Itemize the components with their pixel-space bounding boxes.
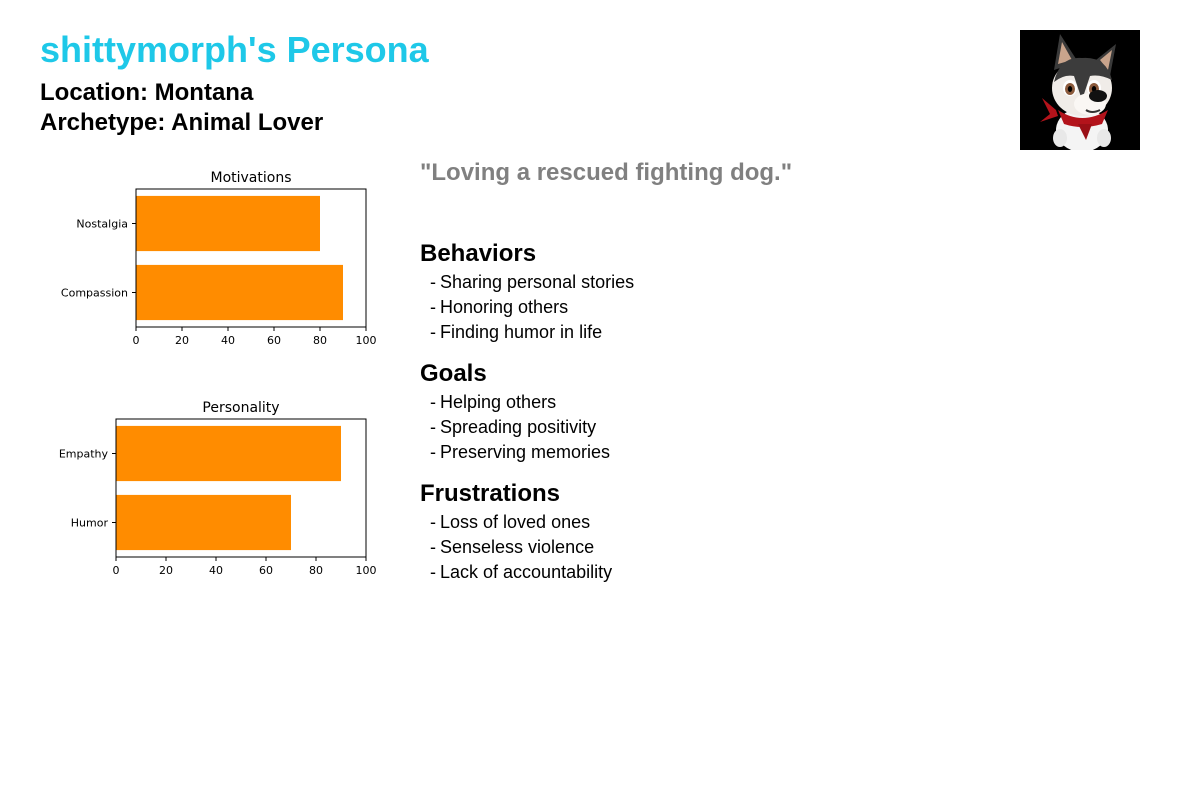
- motivations-chart: Motivations Nostalgia Compassion 0 20 40 60 80 1…: [40, 163, 390, 363]
- x-tick-label: 0: [133, 334, 140, 347]
- bar-compassion: [136, 264, 343, 321]
- behaviors-section: Behaviors - Sharing personal stories - Hon…: [420, 238, 1120, 345]
- y-tick-label: Empathy: [59, 448, 109, 461]
- bar-nostalgia: [136, 195, 320, 252]
- persona-title: shittymorph's Persona: [40, 29, 429, 70]
- avatar: [1020, 30, 1140, 150]
- x-tick-label: 40: [209, 564, 223, 577]
- list-item: - Sharing personal stories: [430, 272, 635, 292]
- section-heading: Frustrations: [420, 480, 561, 507]
- x-tick-label: 0: [113, 564, 120, 577]
- bar-humor: [116, 494, 291, 551]
- x-tick-label: 100: [356, 564, 377, 577]
- list-item: - Helping others: [430, 392, 557, 412]
- list-item-text: Preserving memories: [440, 442, 611, 462]
- list-item: - Honoring others: [430, 297, 569, 317]
- section-heading: Behaviors: [420, 240, 537, 267]
- x-tick-label: 100: [356, 334, 377, 347]
- persona-archetype: Archetype: Animal Lover: [40, 109, 324, 136]
- list-item-text: Finding humor in life: [440, 322, 603, 342]
- list-item: - Lack of accountability: [430, 562, 613, 582]
- list-item-text: Loss of loved ones: [440, 512, 591, 532]
- plot-frame: [115, 418, 367, 558]
- x-tick-label: 80: [309, 564, 323, 577]
- list-item-text: Lack of accountability: [440, 562, 613, 582]
- persona-location: Location: Montana: [40, 79, 254, 106]
- frustrations-section: Frustrations - Loss of loved ones - Sensel…: [420, 478, 1120, 585]
- persona-quote: "Loving a rescued fighting dog.": [420, 159, 793, 186]
- x-tick-label: 60: [259, 564, 273, 577]
- x-tick-label: 80: [313, 334, 327, 347]
- list-item-text: Senseless violence: [440, 537, 595, 557]
- y-tick-label: Compassion: [61, 287, 128, 300]
- personality-chart-plot: Personality Empathy Humor 0 20 40 60 80 100: [59, 400, 377, 577]
- x-tick-label: 20: [175, 334, 189, 347]
- bar-empathy: [116, 425, 341, 482]
- goals-section: Goals - Helping others - Spreading positiv…: [420, 358, 1120, 465]
- list-item: - Finding humor in life: [430, 322, 603, 342]
- x-tick-label: 60: [267, 334, 281, 347]
- section-heading: Goals: [420, 360, 487, 387]
- chart-title: Personality: [202, 400, 279, 416]
- list-item-text: Honoring others: [440, 297, 569, 317]
- chart-title: Motivations: [211, 170, 292, 186]
- y-tick-label: Nostalgia: [76, 218, 128, 231]
- list-item-text: Spreading positivity: [440, 417, 597, 437]
- list-item: - Loss of loved ones: [430, 512, 591, 532]
- cartoon-dog-with-red-bandana-icon: [1020, 30, 1140, 150]
- plot-frame: [135, 188, 367, 328]
- x-tick-label: 20: [159, 564, 173, 577]
- x-tick-label: 40: [221, 334, 235, 347]
- motivations-chart-plot: Motivations Nostalgia Compassion 0 20 40 60 80 1…: [61, 170, 377, 347]
- list-item: - Preserving memories: [430, 442, 611, 462]
- personality-chart: Personality Empathy Humor 0 20 40 60 80 100: [40, 393, 390, 593]
- list-item: - Spreading positivity: [430, 417, 597, 437]
- list-item: - Senseless violence: [430, 537, 595, 557]
- y-tick-label: Humor: [71, 517, 109, 530]
- list-item-text: Sharing personal stories: [440, 272, 635, 292]
- list-item-text: Helping others: [440, 392, 557, 412]
